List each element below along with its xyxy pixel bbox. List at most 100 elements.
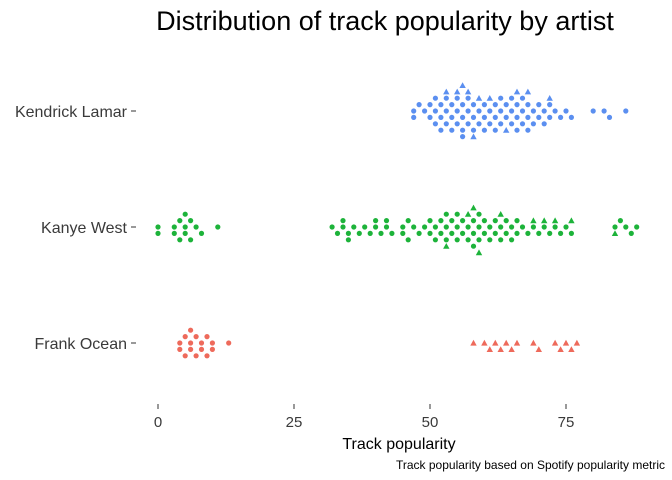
point-kanye-west-triangle [497,211,504,217]
point-kendrick-lamar-circle [487,108,493,114]
point-kanye-west-circle [188,218,194,224]
point-kanye-west-circle [438,218,444,224]
point-kanye-west-circle [182,211,188,217]
point-kendrick-lamar-circle [416,102,422,108]
point-kanye-west-circle [503,218,509,224]
point-frank-ocean-triangle [535,346,542,352]
point-kanye-west-circle [383,218,390,224]
point-kanye-west-circle [492,230,498,236]
point-kendrick-lamar-circle [454,108,460,114]
point-kanye-west-circle [400,224,406,230]
point-kendrick-lamar-circle [454,95,460,101]
point-kanye-west-circle [215,224,221,230]
point-frank-ocean-triangle [486,346,493,352]
point-kendrick-lamar-circle [465,95,471,101]
point-kanye-west-circle [171,224,177,230]
point-kanye-west-circle [454,237,460,243]
point-kanye-west-circle [443,224,449,230]
point-kendrick-lamar-circle [449,102,455,108]
point-kanye-west-circle [509,224,515,230]
point-kanye-west-circle [454,224,460,230]
point-kendrick-lamar-circle [541,108,547,114]
point-kendrick-lamar-circle [541,121,547,127]
point-kanye-west-circle [400,230,406,236]
point-kanye-west-circle [519,224,526,230]
point-frank-ocean-circle [177,340,183,346]
point-kanye-west-circle [470,243,477,249]
point-kendrick-lamar-circle [481,102,487,108]
point-kanye-west-circle [362,224,368,230]
point-kanye-west-circle [155,230,161,236]
point-kendrick-lamar-triangle [486,95,493,101]
point-kendrick-lamar-circle [449,127,455,133]
point-kendrick-lamar-circle [530,108,537,114]
point-kendrick-lamar-circle [525,102,531,108]
point-kendrick-lamar-circle [443,121,449,127]
point-kanye-west-circle [612,224,618,230]
point-kanye-west-circle [487,224,493,230]
chart-title: Distribution of track popularity by arti… [156,6,614,36]
point-kendrick-lamar-circle [492,102,498,108]
point-kendrick-lamar-circle [427,114,433,120]
point-kanye-west-circle [340,224,346,230]
point-kendrick-lamar-circle [460,102,466,108]
x-tick-label-50: 50 [422,414,439,431]
point-kendrick-lamar-circle [509,95,515,101]
point-kendrick-lamar-circle [449,114,455,120]
point-kendrick-lamar-circle [411,108,417,114]
point-kendrick-lamar-circle [536,114,542,120]
point-kendrick-lamar-circle [547,114,553,120]
point-kanye-west-triangle [611,230,619,236]
point-frank-ocean-circle [226,340,232,346]
point-kanye-west-circle [525,230,531,236]
point-kendrick-lamar-circle [422,108,428,114]
point-kanye-west-circle [427,218,433,224]
point-kanye-west-circle [476,224,482,230]
point-kanye-west-circle [443,237,449,243]
point-kanye-west-circle [552,224,558,230]
point-kendrick-lamar-circle [432,95,438,101]
point-kanye-west-triangle [530,217,537,224]
point-frank-ocean-circle [198,340,205,346]
point-kanye-west-circle [492,218,498,224]
point-kanye-west-circle [476,237,482,243]
point-kanye-west-circle [563,224,569,230]
point-frank-ocean-triangle [508,346,515,352]
point-kanye-west-circle [465,224,471,230]
point-kanye-west-triangle [568,217,575,224]
point-kanye-west-circle [432,237,438,243]
category-label-kanye-west: Kanye West [41,220,128,237]
point-frank-ocean-triangle [470,339,477,346]
point-kendrick-lamar-circle [514,114,520,120]
point-frank-ocean-circle [209,340,215,346]
point-kanye-west-circle [470,230,477,236]
point-frank-ocean-triangle [513,339,521,346]
point-kanye-west-circle [188,237,194,243]
point-kendrick-lamar-circle [558,114,564,120]
point-kanye-west-circle [198,230,205,236]
point-kanye-west-circle [334,230,341,236]
point-kendrick-lamar-circle [470,127,477,133]
point-kanye-west-circle [416,230,422,236]
point-kanye-west-triangle [464,211,472,217]
point-kendrick-lamar-triangle [513,88,521,95]
point-kendrick-lamar-triangle [470,133,477,140]
point-kendrick-lamar-circle [438,102,444,108]
point-kendrick-lamar-triangle [503,127,510,133]
point-frank-ocean-triangle [492,339,499,346]
point-kendrick-lamar-circle [476,108,482,114]
point-frank-ocean-circle [209,346,215,352]
point-kendrick-lamar-circle [498,108,504,114]
point-frank-ocean-circle [193,353,199,359]
point-kanye-west-circle [634,224,640,230]
point-kendrick-lamar-circle [519,108,526,114]
point-kendrick-lamar-circle [530,121,537,127]
point-kanye-west-circle [432,224,438,230]
point-frank-ocean-triangle [530,339,537,346]
point-kendrick-lamar-triangle [454,88,461,95]
point-kanye-west-circle [617,218,624,224]
point-kendrick-lamar-circle [460,114,466,120]
point-kanye-west-circle [356,230,362,236]
point-kendrick-lamar-circle [503,102,509,108]
point-kanye-west-circle [623,224,629,230]
